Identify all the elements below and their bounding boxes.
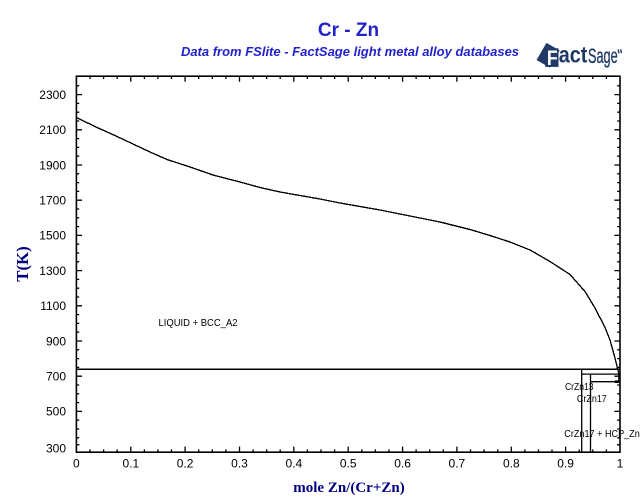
svg-text:1700: 1700	[39, 194, 66, 208]
svg-text:0.8: 0.8	[503, 456, 520, 470]
svg-text:1900: 1900	[39, 158, 66, 172]
svg-text:0.3: 0.3	[231, 456, 248, 470]
svg-text:1500: 1500	[39, 229, 66, 243]
svg-text:900: 900	[46, 334, 66, 348]
svg-text:act: act	[559, 42, 588, 68]
svg-text:2300: 2300	[39, 88, 66, 102]
svg-text:0.6: 0.6	[394, 456, 411, 470]
svg-text:CrZn17 + HCP_Zn: CrZn17 + HCP_Zn	[564, 428, 640, 440]
svg-text:Cr - Zn: Cr - Zn	[318, 20, 379, 41]
svg-text:CrZn13: CrZn13	[565, 381, 594, 393]
svg-text:0.4: 0.4	[285, 456, 302, 470]
svg-text:1100: 1100	[40, 299, 66, 313]
svg-text:F: F	[547, 47, 558, 70]
svg-text:0.5: 0.5	[340, 456, 357, 470]
svg-text:mole Zn/(Cr+Zn): mole Zn/(Cr+Zn)	[293, 480, 404, 496]
svg-text:500: 500	[46, 405, 66, 419]
svg-text:CrZn17: CrZn17	[577, 393, 607, 405]
svg-text:0.2: 0.2	[177, 456, 194, 470]
svg-text:0.7: 0.7	[449, 456, 466, 470]
svg-text:2100: 2100	[39, 123, 66, 137]
svg-text:Data from FSlite - FactSage li: Data from FSlite - FactSage light metal …	[181, 44, 519, 59]
svg-text:0.1: 0.1	[122, 456, 139, 470]
svg-text:300: 300	[46, 441, 66, 455]
svg-text:T(K): T(K)	[13, 246, 32, 281]
svg-text:0.9: 0.9	[557, 456, 574, 470]
svg-text:Sage: Sage	[588, 45, 618, 68]
svg-text:700: 700	[46, 370, 66, 384]
svg-text:LIQUID + BCC_A2: LIQUID + BCC_A2	[159, 317, 238, 329]
svg-text:0: 0	[73, 456, 80, 470]
svg-text:1: 1	[617, 456, 624, 470]
svg-text:1300: 1300	[39, 264, 66, 278]
